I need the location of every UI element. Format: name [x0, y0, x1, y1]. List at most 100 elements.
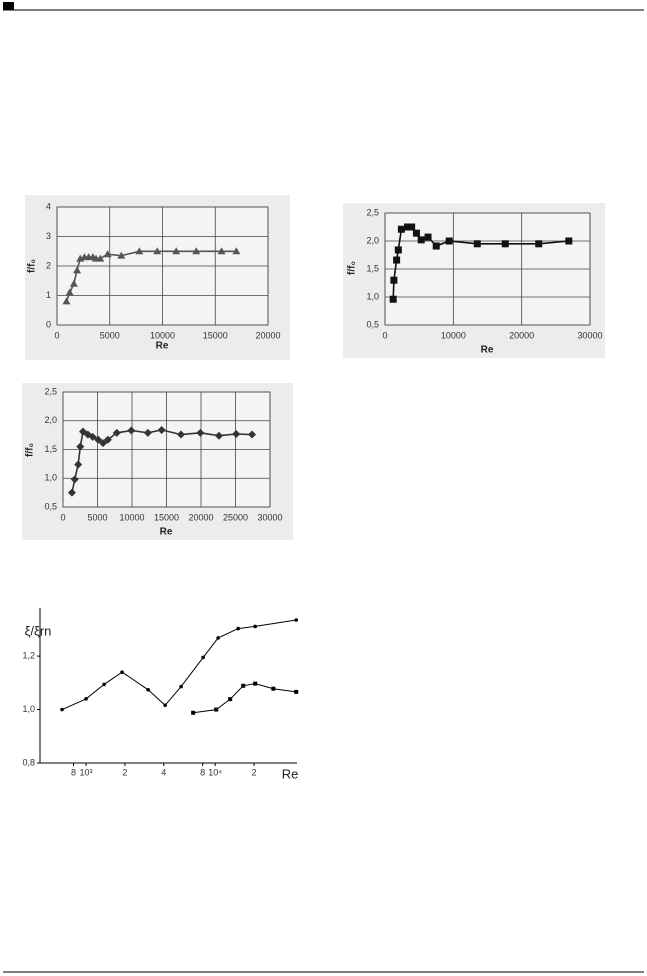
y-tick-label: 0,5	[44, 501, 57, 511]
header-mark	[3, 2, 14, 10]
data-point	[172, 247, 181, 255]
y-tick-label: 4	[46, 201, 51, 211]
data-point	[67, 488, 76, 497]
data-point	[228, 697, 233, 702]
data-point	[390, 276, 398, 284]
data-point	[501, 240, 509, 248]
data-point	[565, 237, 573, 245]
data-point	[217, 247, 226, 255]
data-point	[74, 460, 83, 469]
y-tick-label: 3	[46, 231, 51, 241]
x-tick-label: 20000	[509, 330, 534, 340]
data-point	[191, 710, 196, 715]
y-tick-label: 0,5	[366, 319, 379, 329]
data-point	[236, 626, 240, 631]
y-axis-label: f/f₀	[25, 443, 36, 457]
data-point	[146, 687, 150, 692]
data-point	[253, 681, 258, 686]
data-point	[248, 430, 257, 439]
x-tick-label: 15000	[203, 330, 228, 340]
data-point	[88, 432, 97, 441]
y-axis-label: f/f₀	[347, 261, 358, 275]
data-point	[102, 682, 106, 687]
y-tick-label: 1,0	[44, 473, 57, 483]
data-point	[70, 475, 79, 484]
x-tick-label: 30000	[577, 330, 602, 340]
data-point	[112, 428, 121, 437]
data-point	[117, 251, 126, 259]
data-point	[294, 618, 299, 622]
data-point	[389, 295, 397, 303]
data-point	[271, 686, 276, 691]
y-tick-label: 2,0	[44, 415, 57, 425]
data-point	[179, 684, 183, 689]
data-point	[294, 689, 299, 694]
data-point	[417, 236, 425, 244]
x-tick-label: 8	[200, 767, 205, 777]
data-point	[73, 266, 82, 274]
x-tick-label: 20000	[188, 512, 213, 522]
y-tick-label: 1	[46, 290, 51, 300]
data-point	[201, 655, 205, 660]
data-point	[535, 240, 543, 248]
data-point	[424, 233, 432, 241]
data-point	[393, 256, 401, 264]
x-tick-label: 2	[252, 767, 257, 777]
y-tick-label: 2,5	[366, 207, 379, 217]
x-tick-label: 25000	[223, 512, 248, 522]
data-point	[176, 430, 185, 439]
data-point	[99, 439, 108, 448]
x-tick-label: 5000	[100, 330, 120, 340]
x-axis-label: Re	[481, 345, 494, 356]
data-point	[163, 703, 167, 708]
data-point	[62, 297, 71, 305]
data-point	[412, 229, 420, 237]
data-point	[397, 225, 405, 233]
x-axis-label: Re	[156, 341, 169, 352]
y-tick-label: 2,5	[44, 386, 57, 396]
data-point	[94, 435, 103, 444]
data-point	[157, 425, 166, 434]
y-tick-label: 2,0	[366, 235, 379, 245]
data-point	[84, 697, 88, 701]
data-point	[232, 247, 241, 255]
x-axis-label: Re	[160, 527, 173, 538]
data-point	[394, 246, 402, 254]
y-axis-label: f/f₀	[27, 259, 38, 273]
x-axis-label: Re	[282, 766, 299, 781]
data-point	[135, 247, 144, 255]
x-tick-label: 20000	[255, 330, 280, 340]
data-point	[60, 707, 64, 712]
data-point	[69, 279, 78, 287]
y-tick-label: 2	[46, 260, 51, 270]
x-tick-label: 5000	[87, 512, 107, 522]
x-tick-label: 0	[54, 330, 59, 340]
data-point	[214, 707, 219, 712]
data-point	[404, 223, 412, 231]
data-point	[192, 247, 201, 255]
series-line	[193, 683, 297, 714]
data-point	[253, 624, 257, 629]
data-point	[232, 429, 241, 438]
y-axis-label: ξ/ξrn	[25, 623, 52, 638]
data-point	[432, 242, 440, 250]
y-tick-label: 0,8	[22, 757, 35, 767]
x-tick-label: 10000	[150, 330, 175, 340]
y-tick-label: 1,0	[366, 291, 379, 301]
data-point	[143, 428, 152, 437]
data-point	[103, 250, 112, 258]
y-tick-label: 1,5	[366, 263, 379, 273]
data-point	[408, 223, 416, 231]
data-point	[473, 240, 481, 248]
x-tick-label: 0	[382, 330, 387, 340]
series-line	[61, 619, 297, 711]
x-tick-label: 10⁴	[208, 767, 222, 777]
x-tick-label: 10³	[80, 767, 93, 777]
y-tick-label: 1,2	[22, 650, 35, 660]
data-point	[153, 247, 162, 255]
x-tick-label: 2	[122, 767, 127, 777]
x-tick-label: 10000	[441, 330, 466, 340]
data-point	[76, 442, 85, 451]
